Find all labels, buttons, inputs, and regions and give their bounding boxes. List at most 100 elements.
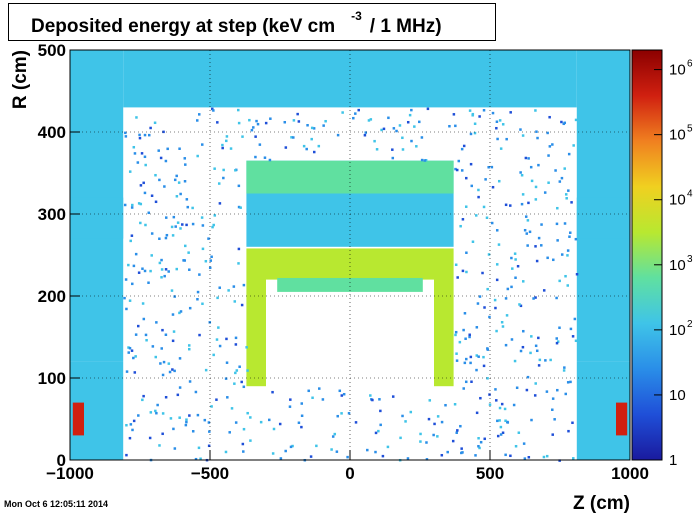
heatmap-cell (513, 252, 517, 255)
heatmap-cell (406, 120, 410, 124)
heatmap-cell (225, 135, 229, 138)
heatmap-cell (498, 119, 502, 122)
heatmap-cell (172, 215, 176, 219)
heatmap-cell (499, 147, 503, 150)
heatmap-cell (436, 435, 439, 438)
heatmap-cell (147, 281, 150, 284)
heatmap-cell (564, 274, 567, 278)
heatmap-cell (185, 420, 188, 424)
heatmap-cell (279, 457, 283, 460)
heatmap-cell (460, 169, 464, 172)
heatmap-cell (377, 429, 380, 433)
heatmap-cell (259, 420, 263, 424)
heatmap-cell (179, 192, 182, 196)
heatmap-cell (342, 392, 346, 396)
heatmap-cell (221, 143, 224, 147)
heatmap-cell (196, 119, 199, 122)
heatmap-cell (124, 135, 128, 138)
heatmap-cell (130, 234, 134, 237)
heatmap-cell (240, 380, 243, 384)
heatmap-cell (263, 156, 267, 159)
heatmap-cell (391, 156, 395, 160)
heatmap-cell (468, 333, 471, 337)
heatmap-cell (566, 381, 570, 384)
heatmap-cell (515, 386, 519, 390)
heatmap-cell (488, 315, 491, 319)
heatmap-cell (537, 364, 541, 367)
z-tick-exponent: 5 (687, 124, 693, 135)
heatmap-cell (567, 429, 570, 433)
heatmap-cell (149, 411, 153, 414)
heatmap-cell (196, 298, 199, 301)
x-tick-label: 500 (476, 464, 504, 483)
heatmap-cell (132, 419, 136, 423)
heatmap-cell (428, 399, 432, 402)
heatmap-cell (201, 302, 204, 306)
heatmap-cell (268, 418, 271, 422)
heatmap-cell (148, 436, 152, 440)
heatmap-cell (520, 173, 524, 177)
heatmap-cell (237, 262, 240, 265)
heatmap-cell (234, 371, 237, 375)
heatmap-cell (133, 371, 137, 374)
heatmap-cell (547, 154, 550, 157)
heatmap-cell (310, 137, 313, 141)
heatmap-cell (184, 244, 187, 248)
heatmap-cell (335, 450, 339, 453)
heatmap-cell (307, 389, 310, 393)
heatmap-cell (154, 173, 157, 177)
heatmap-cell (211, 107, 214, 111)
heatmap-cell (227, 289, 230, 292)
heatmap-cell (469, 361, 472, 365)
heatmap-cell (468, 109, 472, 112)
heatmap-cell (545, 454, 549, 458)
heatmap-cell (423, 159, 427, 162)
heatmap-cell (554, 169, 557, 172)
heatmap-cell (413, 125, 416, 128)
heatmap-cell (540, 244, 543, 247)
heatmap-cell (562, 369, 566, 372)
heatmap-cell (527, 157, 530, 160)
heatmap-cell (574, 118, 578, 122)
heatmap-cell (560, 253, 564, 256)
heatmap-cell (163, 185, 166, 188)
heatmap-cell (379, 423, 382, 427)
heatmap-cell (386, 445, 390, 449)
heatmap-cell (501, 123, 505, 126)
heatmap-cell (185, 418, 188, 421)
heatmap-cell (478, 446, 481, 450)
heatmap-cell (125, 423, 128, 427)
heatmap-cell (491, 185, 495, 189)
heatmap-cell (132, 145, 136, 149)
heatmap-cell (134, 252, 138, 256)
heatmap-cell (505, 314, 509, 317)
heatmap-cell (317, 144, 321, 148)
heatmap-cell (463, 312, 467, 315)
heatmap-cell (459, 224, 462, 228)
heatmap-cell (378, 398, 381, 401)
title-main: Deposited energy at step (keV cm (31, 16, 336, 37)
heatmap-cell (484, 178, 487, 181)
heatmap-cell (336, 133, 340, 137)
heatmap-cell (576, 197, 630, 239)
heatmap-cell (137, 324, 140, 328)
heatmap-cell (567, 189, 570, 192)
heatmap-cell (517, 431, 521, 434)
heatmap-cell (246, 248, 266, 387)
heatmap-cell (128, 170, 132, 173)
heatmap-cell (546, 256, 549, 260)
heatmap-cell (518, 303, 521, 306)
heatmap-cell (490, 221, 494, 225)
heatmap-cell (249, 439, 252, 442)
heatmap-cell (573, 317, 577, 321)
heatmap-cell (569, 327, 573, 331)
heatmap-cell (373, 139, 376, 143)
heatmap-cell (228, 431, 231, 434)
heatmap-cell (203, 418, 207, 422)
heatmap-cell (208, 266, 212, 270)
heatmap-cell (72, 402, 84, 436)
heatmap-cell (171, 368, 174, 371)
heatmap-cell (391, 148, 394, 151)
heatmap-cell (137, 202, 141, 205)
heatmap-cell (164, 236, 168, 240)
